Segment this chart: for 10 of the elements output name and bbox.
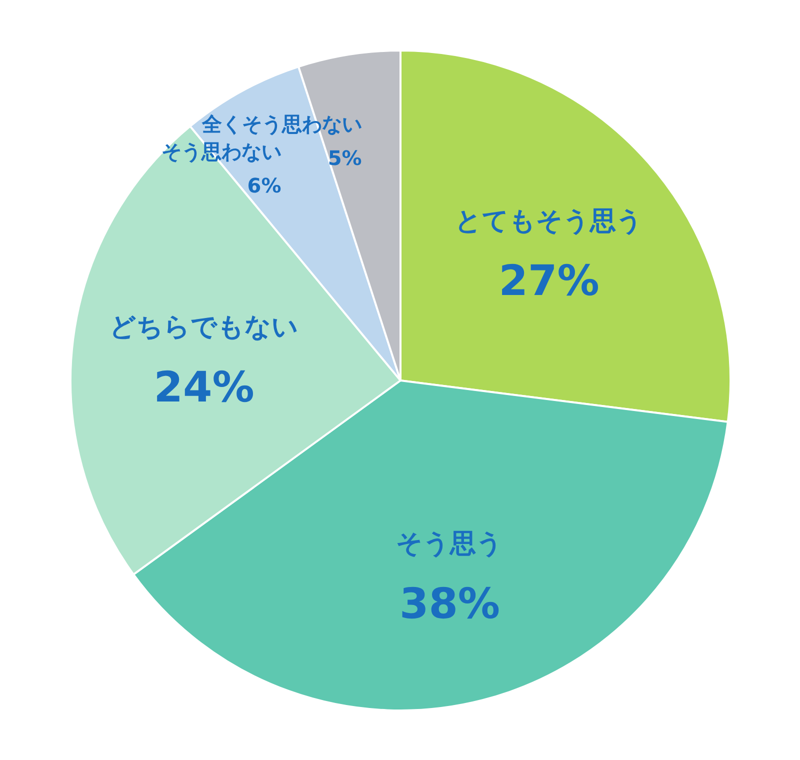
slice-label: とてもそう思う — [455, 206, 644, 236]
slice-label: そう思わない — [161, 140, 282, 164]
data-label: 6% — [247, 174, 282, 198]
data-label: 24% — [154, 362, 254, 412]
slice-label: そう思う — [396, 529, 504, 560]
data-label: 5% — [328, 146, 362, 170]
data-label: 27% — [498, 256, 600, 306]
slice-label: 全くそう思わない — [200, 112, 362, 136]
data-label: 38% — [399, 578, 500, 628]
slice-label: どちらでもない — [110, 312, 299, 342]
